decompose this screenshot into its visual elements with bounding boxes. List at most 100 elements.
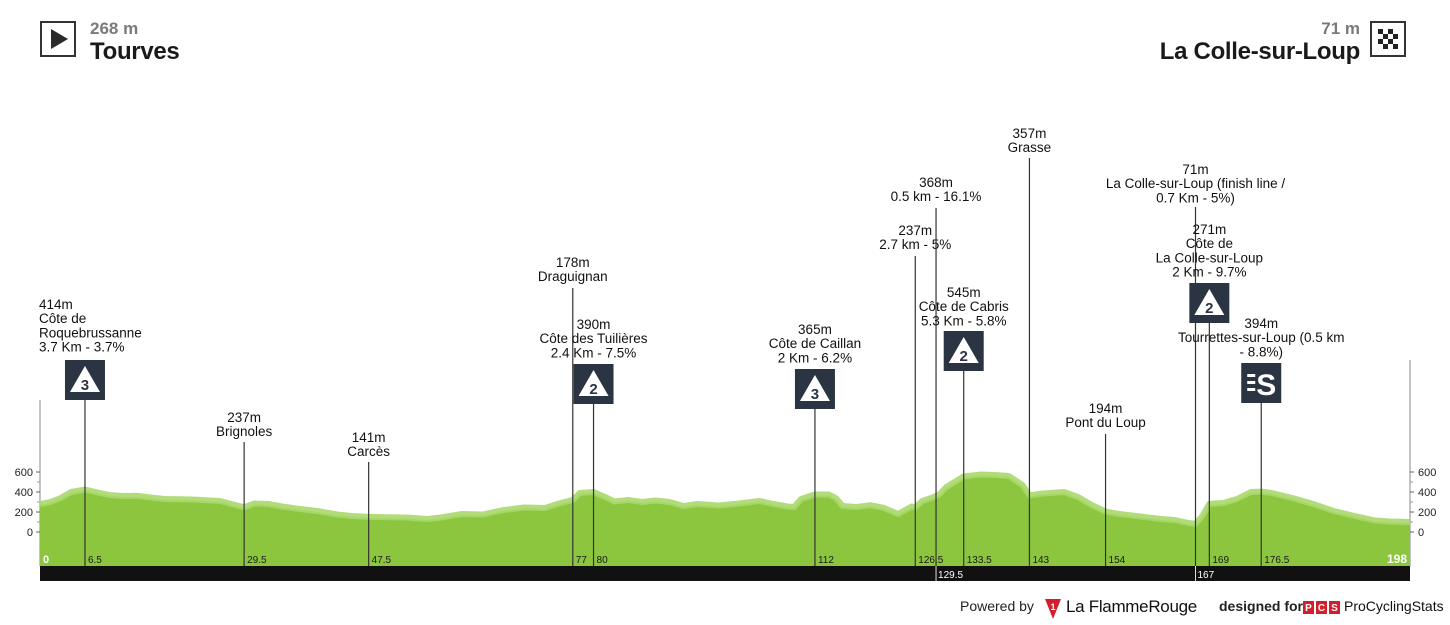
poi-label-line: 545m <box>947 285 981 300</box>
elevation-highlight <box>39 471 1411 527</box>
km-label: 126.5 <box>918 555 943 566</box>
poi-label-line: Carcès <box>347 444 390 459</box>
poi-label-line: 2.4 Km - 7.5% <box>551 345 637 360</box>
poi-label-line: Côte de Caillan <box>769 336 861 351</box>
poi-label-line: 414m <box>39 297 73 312</box>
km-label: 6.5 <box>88 555 102 566</box>
pcs-logo-icon: P C S <box>1303 601 1340 614</box>
poi-label-line: 237m <box>898 223 932 238</box>
checkered-flag-icon <box>1370 21 1406 57</box>
start-altitude: 268 m <box>90 19 139 38</box>
km-label: 77 <box>576 555 588 566</box>
km-bar <box>40 566 1410 581</box>
km-label: 176.5 <box>1264 555 1289 566</box>
km-label-finish: 198 <box>1387 552 1407 566</box>
km-label: 29.5 <box>247 555 267 566</box>
sprint-stripe <box>1247 388 1256 391</box>
y-tick-label-right: 400 <box>1418 487 1436 499</box>
y-tick-label-left: 0 <box>27 527 33 539</box>
pcs-logo-p: P <box>1305 603 1312 614</box>
climb-triangle-icon <box>799 375 830 401</box>
sprint-stripe <box>1247 374 1256 377</box>
climb-triangle-icon <box>948 337 979 363</box>
finish-altitude: 71 m <box>1321 19 1360 38</box>
poi-label-line: 237m <box>227 410 261 425</box>
start-town: Tourves <box>90 38 180 65</box>
poi-label-line: 368m <box>919 175 953 190</box>
climb-triangle-icon <box>1194 289 1225 315</box>
poi-label-line: Côte de <box>39 311 86 326</box>
km-bar-label: 167 <box>1198 570 1215 581</box>
km-label: 47.5 <box>372 555 392 566</box>
poi-label-line: 271m <box>1192 222 1226 237</box>
flamme-rouge-brand: La FlammeRouge <box>1066 597 1197 616</box>
poi-label-line: Côte de Cabris <box>919 299 1009 314</box>
designed-for-text: designed for <box>1219 598 1304 614</box>
sprint-icon: S <box>1256 369 1276 402</box>
poi-label-line: - 8.8%) <box>1239 344 1283 359</box>
climb-triangle-icon <box>69 366 100 392</box>
y-tick-label-right: 600 <box>1418 467 1436 479</box>
y-tick-label-right: 0 <box>1418 527 1424 539</box>
climb-category: 2 <box>1205 300 1213 317</box>
km-label: 80 <box>597 555 609 566</box>
y-tick-label-left: 400 <box>15 487 33 499</box>
poi-label-line: Draguignan <box>538 269 608 284</box>
poi-label-line: 0.7 Km - 5%) <box>1156 190 1235 205</box>
powered-by-text: Powered by <box>960 598 1034 614</box>
poi-label-line: 0.5 km - 16.1% <box>891 189 982 204</box>
km-label: 154 <box>1109 555 1126 566</box>
poi-label-line: 5.3 Km - 5.8% <box>921 313 1007 328</box>
km-label: 143 <box>1032 555 1049 566</box>
sprint-stripe <box>1247 381 1256 384</box>
climb-triangle-icon <box>578 370 609 396</box>
pcs-name: ProCyclingStats <box>1344 598 1444 614</box>
poi-label-line: 178m <box>556 255 590 270</box>
climb-category: 2 <box>960 348 968 365</box>
poi-label-line: 194m <box>1089 401 1123 416</box>
poi-label-line: Côte des Tuilières <box>540 331 648 346</box>
poi-label-line: 394m <box>1244 316 1278 331</box>
poi-label-line: 390m <box>577 317 611 332</box>
km-label: 169 <box>1212 555 1229 566</box>
poi-label-line: 357m <box>1013 126 1047 141</box>
km-bar-label: 129.5 <box>938 570 963 581</box>
poi-label-line: Roquebrussanne <box>39 325 142 340</box>
km-label: 112 <box>818 555 834 566</box>
km-label-start: 0 <box>43 554 49 566</box>
elevation-area <box>40 475 1410 566</box>
poi-label-line: Côte de <box>1186 236 1233 251</box>
poi-label-line: Brignoles <box>216 424 273 439</box>
poi-label-line: 71m <box>1182 162 1208 177</box>
poi-label-line: La Colle-sur-Loup (finish line / <box>1106 176 1286 191</box>
poi-label-line: Grasse <box>1008 140 1052 155</box>
climb-category: 3 <box>811 386 819 403</box>
climb-category: 2 <box>589 381 597 398</box>
poi-label-line: 2 Km - 9.7% <box>1172 265 1246 280</box>
poi-label-line: Pont du Loup <box>1065 415 1145 430</box>
poi-label-line: 141m <box>352 430 386 445</box>
poi-label-line: La Colle-sur-Loup <box>1156 250 1263 265</box>
pcs-logo-c: C <box>1318 603 1325 614</box>
y-tick-label-left: 600 <box>15 467 33 479</box>
poi-label-line: 3.7 Km - 3.7% <box>39 340 125 355</box>
poi-label-line: 2 Km - 6.2% <box>778 350 852 365</box>
y-tick-label-right: 200 <box>1418 507 1436 519</box>
start-marker-icon <box>40 21 76 57</box>
y-tick-label-left: 200 <box>15 507 33 519</box>
poi-label-line: Tourrettes-sur-Loup (0.5 km <box>1178 330 1345 345</box>
km-label: 133.5 <box>967 555 992 566</box>
